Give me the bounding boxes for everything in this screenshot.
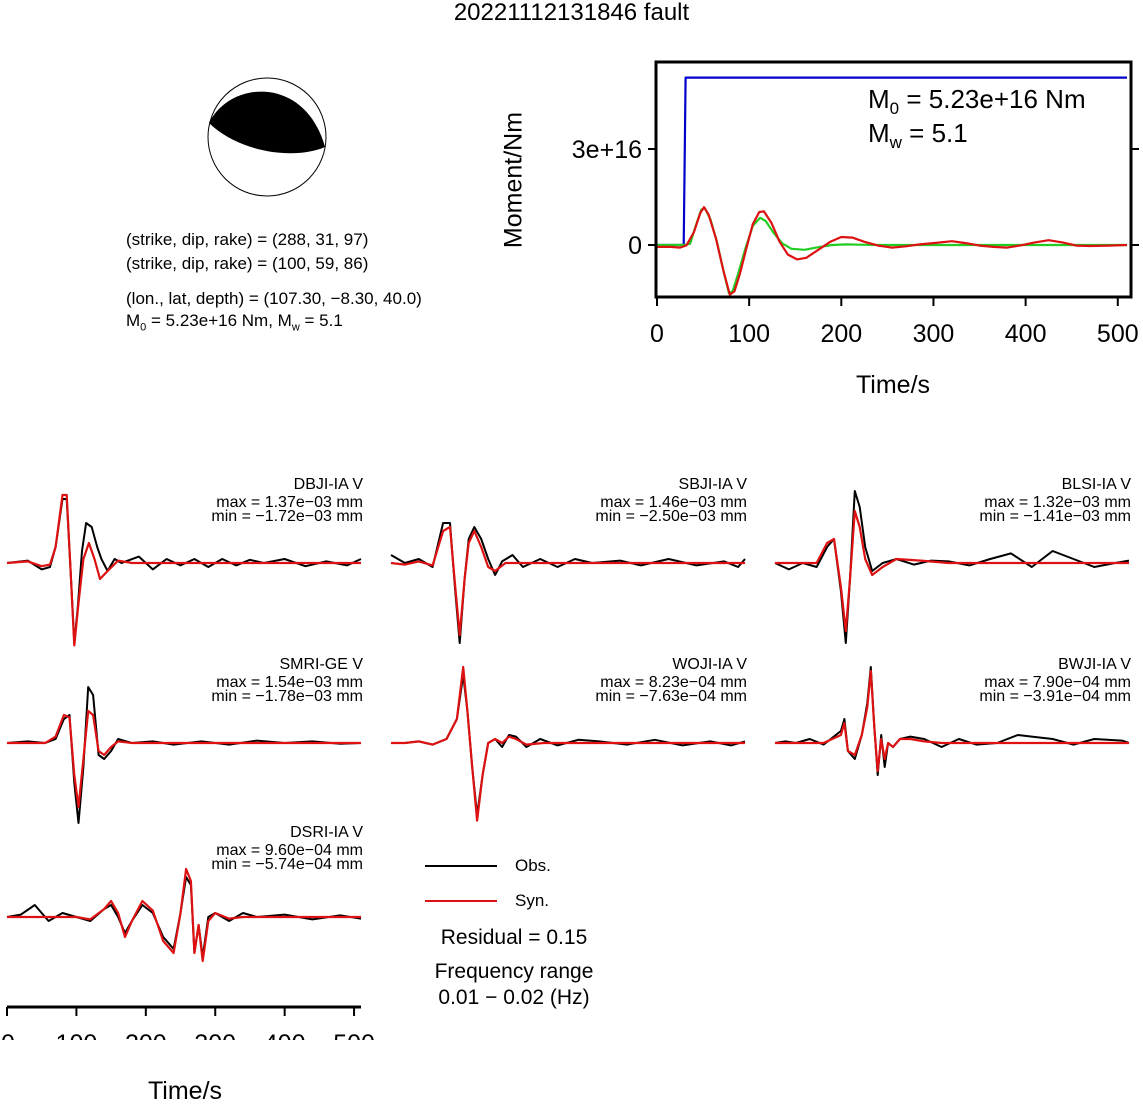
station-name: DSRI-IA V [290,824,363,841]
moment-m0-label: M0 = 5.23e+16 Nm [868,84,1086,119]
station-max: max = 1.37e−03 mm [216,494,363,511]
station-name: BLSI-IA V [1061,476,1131,493]
frequency-title: Frequency range [434,960,594,983]
waveform-synthetic [7,867,361,963]
station-min: min = −5.74e−04 mm [211,856,363,873]
residual-label: Residual = 0.15 [440,926,588,949]
moment-ylabel: Moment/Nm [499,111,528,249]
station-name: SMRI-GE V [279,656,363,673]
waveform-panels: 0 100 200 300 400 500 [1,490,1130,1040]
waveform-synthetic [775,669,1129,773]
station-name: WOJI-IA V [672,656,747,673]
legend-swatches [425,865,497,902]
moment-xtick-label: 200 [820,320,862,348]
station-min: min = −1.41e−03 mm [979,508,1131,525]
station-max: max = 1.46e−03 mm [600,494,747,511]
moment-xtick-label: 500 [1097,320,1139,348]
station-max: max = 9.60e−04 mm [216,842,363,859]
moment-xtick-label: 300 [913,320,955,348]
station-max: max = 1.32e−03 mm [984,494,1131,511]
moment-ytick-label: 0 [628,232,642,260]
station-name: DBJI-IA V [293,476,363,493]
waveform-xtick-label: 400 [264,1030,306,1040]
waveform-observed [774,490,1130,644]
waveform-observed [6,686,362,824]
moment-xtick-label: 0 [650,320,664,348]
frequency-range: 0.01 − 0.02 (Hz) [438,986,590,1009]
waveform-synthetic [775,509,1129,633]
waveform-synthetic [6,493,361,647]
beachball-compression-quadrant [209,91,325,154]
waveform-xtick-label: 500 [333,1030,375,1040]
station-name: BWJI-IA V [1058,656,1131,673]
station-name: SBJI-IA V [678,476,747,493]
waveform-xtick-label: 0 [1,1030,15,1040]
page-title: 20221112131846 fault [453,0,690,26]
waveform-xlabel: Time/s [147,1077,223,1105]
moment-series-rate_model [657,207,1127,295]
moment-plot-frame [654,60,1133,299]
waveform-xtick-label: 100 [56,1030,98,1040]
waveform-observed [390,522,746,644]
station-min: min = −1.72e−03 mm [211,508,363,525]
hypocenter-location: (lon., lat, depth) = (107.30, −8.30, 40.… [126,289,422,308]
waveform-xtick-label: 300 [194,1030,236,1040]
moment-ytick-label: 3e+16 [572,136,642,164]
station-max: max = 8.23e−04 mm [600,674,747,691]
station-min: min = −3.91e−04 mm [979,688,1131,705]
nodal-plane-1: (strike, dip, rake) = (288, 31, 97) [126,230,369,249]
legend-syn-label: Syn. [515,891,550,910]
station-max: max = 7.90e−04 mm [984,674,1131,691]
moment-chart: 0 3e+16 0 100 200 300 400 500 [572,60,1139,348]
waveform-synthetic [391,665,745,822]
station-min: min = −2.50e−03 mm [595,508,747,525]
nodal-plane-2: (strike, dip, rake) = (100, 59, 86) [126,254,369,273]
waveform-synthetic [7,709,361,809]
moment-summary: M0 = 5.23e+16 Nm, Mw = 5.1 [126,311,343,334]
moment-xtick-label: 400 [1005,320,1047,348]
waveform-synthetic [390,525,745,637]
legend-obs-label: Obs. [515,856,551,875]
station-min: min = −7.63e−04 mm [595,688,747,705]
beachball-diagram [207,77,327,197]
moment-xlabel: Time/s [855,371,931,399]
moment-series-rate [657,206,1128,296]
waveform-xtick-label: 200 [125,1030,167,1040]
moment-mw-label: Mw = 5.1 [868,118,968,153]
station-min: min = −1.78e−03 mm [211,688,363,705]
moment-xtick-label: 100 [728,320,770,348]
station-max: max = 1.54e−03 mm [216,674,363,691]
